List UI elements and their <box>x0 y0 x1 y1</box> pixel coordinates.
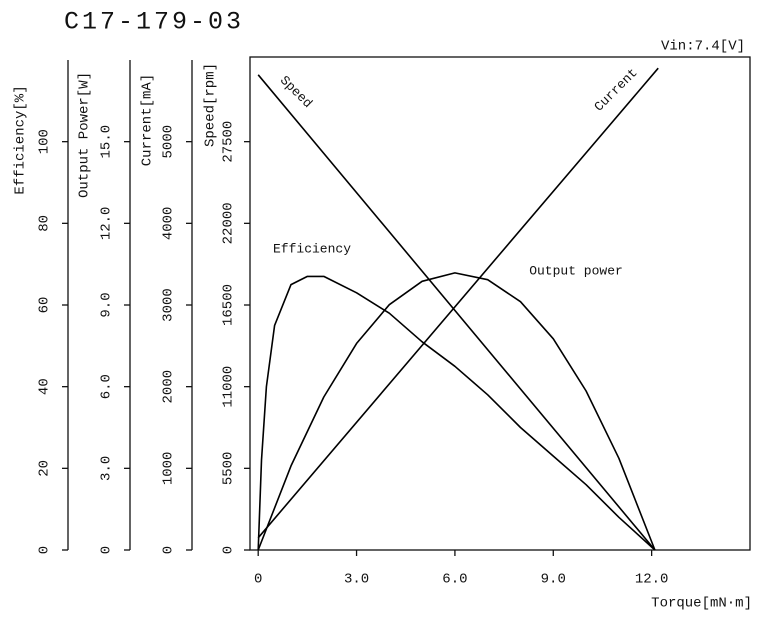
series-line <box>257 272 656 551</box>
y-tick-label: 5000 <box>161 125 177 159</box>
y-tick-label: 0 <box>99 546 115 554</box>
series-label: Output power <box>529 263 623 278</box>
x-tick-label: 12.0 <box>635 572 669 588</box>
y-tick-label: 22000 <box>221 202 237 244</box>
subtitle: Vin:7.4[V] <box>661 39 745 55</box>
chart-title: C17-179-03 <box>64 8 244 37</box>
y-tick-label: 1000 <box>161 452 177 486</box>
y-tick-label: 5500 <box>221 452 237 486</box>
y-tick-label: 0 <box>37 546 53 554</box>
series-line <box>257 275 656 551</box>
y-tick-label: 15.0 <box>99 125 115 159</box>
plot-frame <box>249 56 751 551</box>
x-tick-label: 9.0 <box>541 572 566 588</box>
y-tick-label: 11000 <box>221 366 237 408</box>
x-axis-label: Torque[mN·m] <box>651 596 752 612</box>
series-line <box>257 74 656 551</box>
y-tick-label: 6.0 <box>99 374 115 399</box>
series-label: Efficiency <box>273 241 351 256</box>
y-tick-label: 0 <box>221 546 237 554</box>
y-axis-label: Speed[rpm] <box>203 63 219 147</box>
y-tick-label: 80 <box>37 215 53 232</box>
x-tick-label: 6.0 <box>442 572 467 588</box>
y-tick-label: 16500 <box>221 284 237 326</box>
y-tick-label: 4000 <box>161 207 177 241</box>
y-tick-label: 9.0 <box>99 292 115 317</box>
y-axis-label: Current[mA] <box>140 74 156 166</box>
x-tick-label: 0 <box>254 572 262 588</box>
y-axis-label: Efficiency[%] <box>13 85 29 194</box>
y-tick-label: 12.0 <box>99 207 115 241</box>
y-tick-label: 27500 <box>221 121 237 163</box>
series-label: Current <box>591 65 640 114</box>
y-axis-label: Output Power[W] <box>77 72 93 198</box>
y-tick-label: 20 <box>37 460 53 477</box>
y-tick-label: 3000 <box>161 288 177 322</box>
y-tick-label: 40 <box>37 378 53 395</box>
y-tick-label: 2000 <box>161 370 177 404</box>
y-tick-label: 0 <box>161 546 177 554</box>
y-tick-label: 100 <box>37 129 53 154</box>
y-tick-label: 60 <box>37 297 53 314</box>
series-line <box>257 67 659 539</box>
y-tick-label: 3.0 <box>99 456 115 481</box>
x-tick-label: 3.0 <box>344 572 369 588</box>
